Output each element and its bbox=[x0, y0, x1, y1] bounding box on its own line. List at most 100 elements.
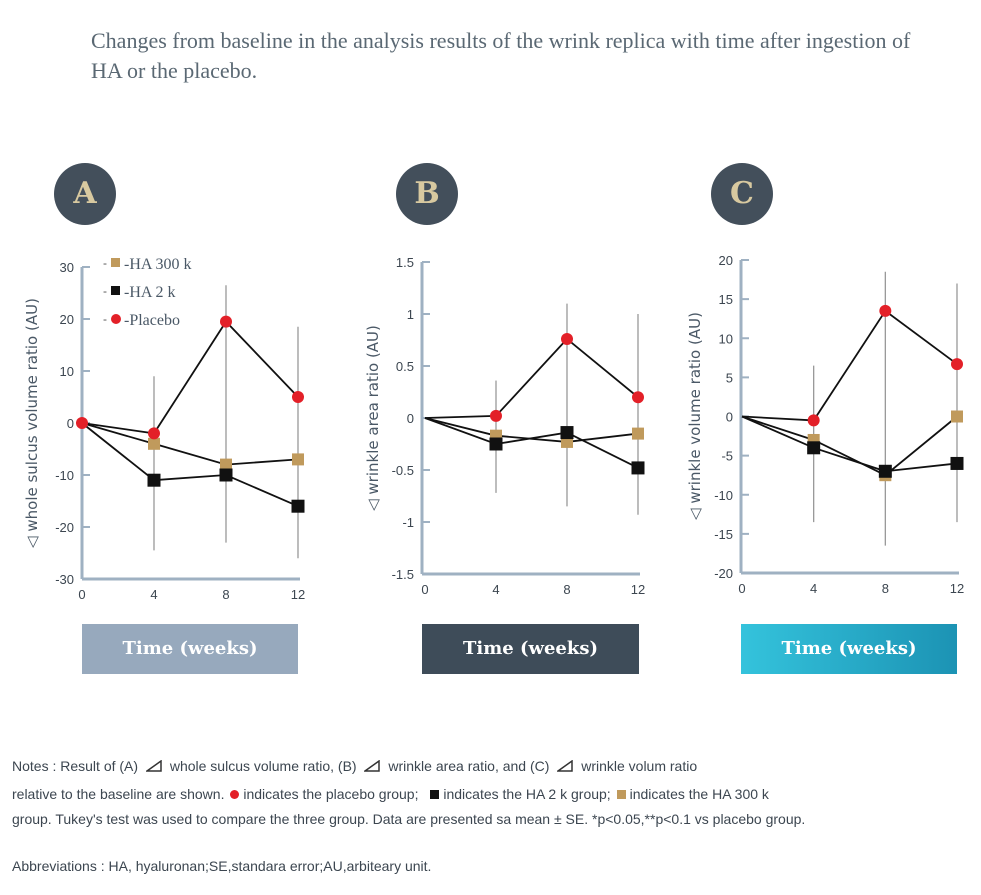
y-tick-label: 1 bbox=[407, 307, 414, 322]
y-tick-label: 0.5 bbox=[396, 359, 414, 374]
point-ha2k bbox=[219, 468, 233, 482]
y-tick-label: 20 bbox=[60, 312, 74, 327]
point-ha300k bbox=[148, 437, 160, 450]
point-ha2k bbox=[950, 456, 964, 470]
placebo-marker-icon bbox=[230, 790, 240, 799]
series-line-ha300k bbox=[81, 422, 299, 466]
legend-dash: - bbox=[103, 256, 107, 270]
y-tick-label: 0 bbox=[67, 416, 74, 431]
notes-text: indicates the placebo group; bbox=[243, 786, 419, 802]
chart-panel-b: -1.5 -1 -0.5 0 0.5 1 1.5 0 4 8 12 ◁ wrinkle area ra… bbox=[364, 255, 645, 597]
point-ha300k bbox=[632, 427, 644, 440]
point-ha2k bbox=[560, 426, 574, 440]
panel-b-badge: B bbox=[396, 163, 458, 225]
point-ha2k bbox=[147, 473, 161, 487]
point-placebo bbox=[807, 414, 820, 427]
time-axis-bar-a: Time (weeks) bbox=[82, 624, 298, 674]
legend-marker-square bbox=[111, 258, 120, 267]
y-tick-label: 20 bbox=[719, 253, 733, 268]
y-axis-label: ◁ wrinkle volume ratio (AU) bbox=[686, 312, 704, 520]
series-line-ha2k bbox=[741, 415, 958, 473]
series-line-ha300k bbox=[741, 415, 958, 477]
panel-a-badge: A bbox=[54, 163, 116, 225]
x-tick-label: 12 bbox=[950, 581, 964, 596]
point-placebo bbox=[632, 391, 644, 404]
ha2k-marker-icon bbox=[430, 790, 440, 799]
notes-line-1: Notes : Result of (A) whole sulcus volum… bbox=[12, 758, 697, 774]
y-tick-label: -30 bbox=[55, 572, 74, 587]
y-tick-label: -10 bbox=[714, 488, 733, 503]
series-line-placebo bbox=[741, 309, 958, 422]
notes-text: indicates the HA 300 k bbox=[629, 786, 769, 802]
y-tick-label: -5 bbox=[721, 449, 733, 464]
panel-c-badge: C bbox=[711, 163, 773, 225]
y-tick-label: 15 bbox=[719, 292, 733, 307]
x-tick-label: 12 bbox=[291, 587, 305, 602]
x-tick-label: 4 bbox=[810, 581, 817, 596]
legend-label: -HA 300 k bbox=[124, 256, 192, 273]
delta-triangle-icon bbox=[557, 760, 574, 772]
x-tick-label: 12 bbox=[631, 582, 645, 597]
notes-text: wrinkle area ratio, and (C) bbox=[388, 758, 550, 774]
series-line-placebo bbox=[424, 337, 639, 419]
y-tick-label: -15 bbox=[714, 527, 733, 542]
point-placebo bbox=[148, 427, 160, 440]
x-tick-label: 8 bbox=[222, 587, 229, 602]
y-axis-label: ◁ whole sulcus volume ratio (AU) bbox=[23, 298, 41, 548]
y-tick-label: -0.5 bbox=[392, 463, 414, 478]
x-tick-label: 8 bbox=[882, 581, 889, 596]
point-ha2k bbox=[489, 437, 503, 451]
point-placebo bbox=[951, 358, 963, 371]
point-ha300k bbox=[292, 453, 304, 466]
point-placebo bbox=[220, 315, 232, 328]
notes-line-3: group. Tukey's test was used to compare … bbox=[12, 811, 806, 827]
notes-text: whole sulcus volume ratio, (B) bbox=[169, 758, 357, 774]
legend-dash: - bbox=[103, 312, 107, 326]
delta-triangle-icon bbox=[364, 760, 381, 772]
chart-panel-c: -20 -15 -10 -5 0 5 10 15 20 0 4 8 12 ◁ wrinkle volume… bbox=[686, 253, 964, 596]
y-tick-label: 0 bbox=[726, 410, 733, 425]
series-line-ha2k bbox=[81, 422, 299, 508]
point-placebo bbox=[292, 391, 304, 403]
legend-marker-square bbox=[111, 286, 120, 295]
point-ha2k bbox=[878, 464, 892, 478]
legend-marker-circle bbox=[111, 314, 121, 324]
point-placebo bbox=[561, 332, 573, 345]
abbreviations: Abbreviations : HA, hyaluronan;SE,standa… bbox=[12, 858, 432, 874]
ha300k-marker-icon bbox=[616, 790, 626, 799]
notes-text: relative to the baseline are shown. bbox=[12, 786, 225, 802]
point-ha300k bbox=[220, 458, 232, 471]
delta-triangle-icon bbox=[145, 760, 162, 772]
y-tick-label: 30 bbox=[60, 260, 74, 275]
y-tick-label: 1.5 bbox=[396, 255, 414, 270]
point-placebo bbox=[490, 409, 502, 422]
chart-panel-a: -30 -20 -10 0 10 20 30 0 4 8 12 ◁ whole sulcus volu… bbox=[23, 260, 305, 602]
point-baseline bbox=[76, 417, 88, 429]
y-tick-label: -1 bbox=[402, 515, 414, 530]
y-tick-label: -20 bbox=[55, 520, 74, 535]
x-tick-label: 8 bbox=[563, 582, 570, 597]
time-axis-bar-c: Time (weeks) bbox=[741, 624, 957, 674]
legend-dash: - bbox=[103, 284, 107, 298]
time-axis-bar-b: Time (weeks) bbox=[422, 624, 639, 674]
notes-text: Notes : Result of (A) bbox=[12, 758, 139, 774]
y-tick-label: -1.5 bbox=[392, 567, 414, 582]
notes-text: indicates the HA 2 k group; bbox=[443, 786, 611, 802]
legend-label: -HA 2 k bbox=[124, 284, 176, 301]
point-ha300k bbox=[951, 410, 963, 423]
point-ha2k bbox=[807, 441, 821, 455]
series-line-ha2k bbox=[424, 417, 639, 469]
y-tick-label: -20 bbox=[714, 566, 733, 581]
x-tick-label: 4 bbox=[492, 582, 499, 597]
point-ha2k bbox=[631, 461, 645, 475]
series-line-placebo bbox=[81, 320, 299, 435]
x-tick-label: 0 bbox=[421, 582, 428, 597]
x-tick-label: 0 bbox=[738, 581, 745, 596]
notes-line-2: relative to the baseline are shown. indi… bbox=[12, 786, 769, 802]
notes-text: wrinkle volum ratio bbox=[581, 758, 698, 774]
legend-label: -Placebo bbox=[124, 312, 180, 329]
y-tick-label: 5 bbox=[726, 370, 733, 385]
y-tick-label: 0 bbox=[407, 411, 414, 426]
y-tick-label: 10 bbox=[60, 364, 74, 379]
